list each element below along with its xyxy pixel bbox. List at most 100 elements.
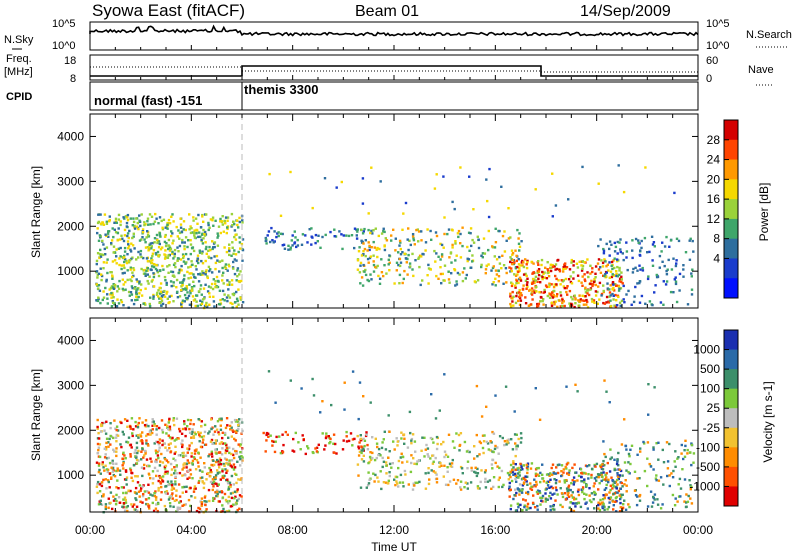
data-cell <box>596 262 600 265</box>
data-cell <box>329 230 332 234</box>
data-cell <box>466 467 469 470</box>
data-cell <box>466 487 469 490</box>
data-cell <box>651 501 655 504</box>
data-cell <box>583 273 586 276</box>
data-cell <box>139 253 142 256</box>
data-cell <box>140 255 143 259</box>
data-cell <box>99 213 102 216</box>
data-cell <box>172 257 175 260</box>
data-cell <box>129 467 132 470</box>
data-cell <box>239 464 242 467</box>
data-cell <box>481 434 485 437</box>
data-cell <box>541 494 545 498</box>
data-cell <box>137 421 140 425</box>
data-cell <box>630 303 633 306</box>
data-cell <box>448 462 452 465</box>
data-cell <box>597 507 600 510</box>
data-cell <box>167 254 170 257</box>
data-cell <box>109 422 112 425</box>
data-cell <box>489 449 492 452</box>
colorbar-tick-label: 4 <box>713 251 720 265</box>
data-cell <box>552 505 555 508</box>
data-cell <box>610 456 613 459</box>
data-cell <box>616 275 619 278</box>
data-cell <box>178 237 181 240</box>
data-cell <box>144 425 147 428</box>
data-cell <box>638 280 642 283</box>
data-cell <box>212 459 215 462</box>
data-cell <box>536 280 539 283</box>
colorbar-swatch <box>724 218 738 240</box>
data-cell <box>163 467 167 470</box>
data-cell <box>114 436 118 439</box>
data-cell <box>164 233 167 237</box>
data-cell <box>504 267 508 270</box>
data-cell <box>133 287 136 290</box>
data-cell <box>648 250 651 254</box>
data-cell <box>227 263 230 266</box>
data-cell <box>97 464 101 467</box>
data-cell <box>662 483 665 486</box>
data-cell <box>223 265 227 268</box>
data-cell <box>650 235 654 238</box>
data-cell <box>122 486 125 489</box>
data-cell <box>236 223 239 227</box>
data-cell <box>350 234 354 237</box>
data-cell <box>115 255 118 258</box>
data-cell <box>201 273 204 276</box>
data-cell <box>281 451 285 454</box>
data-cell <box>134 497 137 500</box>
data-cell <box>132 302 136 306</box>
data-cell <box>470 266 473 269</box>
data-cell <box>367 241 370 244</box>
data-cell <box>233 292 236 295</box>
data-cell <box>147 246 151 249</box>
data-cell <box>612 294 615 297</box>
data-cell <box>226 478 229 481</box>
data-cell <box>374 227 377 230</box>
data-cell <box>98 443 102 446</box>
colorbar-frame <box>723 329 739 507</box>
data-cell <box>122 491 125 495</box>
data-cell <box>96 418 99 422</box>
data-cell <box>514 488 517 491</box>
data-cell <box>426 274 429 277</box>
data-cell <box>175 498 178 502</box>
data-cell <box>412 457 415 460</box>
data-cell <box>602 440 605 443</box>
data-cell <box>427 455 430 458</box>
data-cell <box>435 477 439 480</box>
data-cell <box>149 268 152 271</box>
data-cell <box>112 283 115 286</box>
data-cell <box>124 280 127 284</box>
data-cell <box>192 216 195 219</box>
data-cell <box>688 451 692 454</box>
data-cell <box>163 442 166 445</box>
data-cell <box>498 466 501 470</box>
data-cell <box>450 465 454 468</box>
data-cell <box>367 261 370 264</box>
data-cell <box>438 465 441 468</box>
data-cell <box>214 460 218 464</box>
data-cell <box>167 301 170 305</box>
data-cell <box>185 285 188 288</box>
data-cell <box>567 486 570 489</box>
data-cell <box>551 473 554 476</box>
data-cell <box>530 287 534 290</box>
data-cell <box>349 432 353 435</box>
data-cell <box>562 270 565 273</box>
data-cell <box>463 440 467 444</box>
data-cell <box>596 290 599 294</box>
data-cell <box>125 491 128 494</box>
data-cell <box>216 484 219 487</box>
data-cell <box>477 238 480 241</box>
data-cell <box>686 500 690 503</box>
data-cell <box>611 500 615 503</box>
data-cell <box>97 446 101 449</box>
data-cell <box>406 257 409 261</box>
data-cell <box>129 443 133 446</box>
data-cell <box>466 482 469 485</box>
y-tick-label: 3000 <box>57 378 84 392</box>
data-cell <box>399 241 402 244</box>
